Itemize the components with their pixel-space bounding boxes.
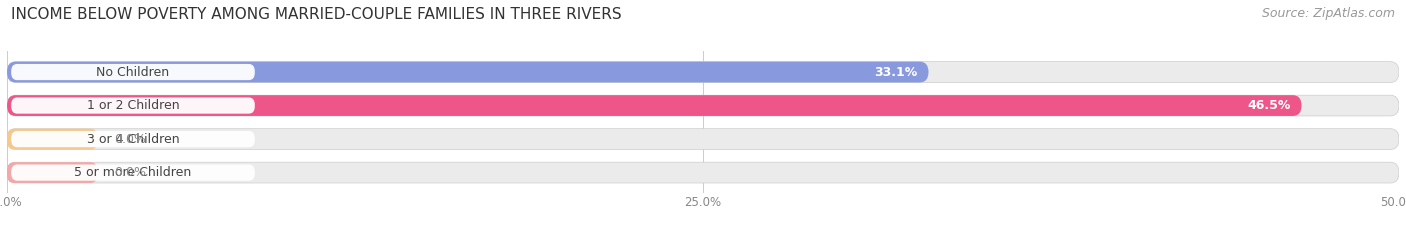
Text: 3 or 4 Children: 3 or 4 Children	[87, 133, 180, 146]
Text: 1 or 2 Children: 1 or 2 Children	[87, 99, 180, 112]
Text: No Children: No Children	[97, 65, 170, 79]
FancyBboxPatch shape	[7, 95, 1399, 116]
FancyBboxPatch shape	[7, 62, 1399, 82]
FancyBboxPatch shape	[11, 131, 254, 147]
Text: 46.5%: 46.5%	[1247, 99, 1291, 112]
Text: 5 or more Children: 5 or more Children	[75, 166, 191, 179]
Text: 33.1%: 33.1%	[875, 65, 917, 79]
Text: 0.0%: 0.0%	[114, 166, 146, 179]
FancyBboxPatch shape	[11, 64, 254, 80]
Text: 0.0%: 0.0%	[114, 133, 146, 146]
FancyBboxPatch shape	[11, 97, 254, 114]
FancyBboxPatch shape	[7, 129, 97, 150]
FancyBboxPatch shape	[7, 95, 1302, 116]
FancyBboxPatch shape	[7, 162, 97, 183]
FancyBboxPatch shape	[11, 164, 254, 181]
FancyBboxPatch shape	[7, 162, 1399, 183]
FancyBboxPatch shape	[7, 62, 928, 82]
Text: INCOME BELOW POVERTY AMONG MARRIED-COUPLE FAMILIES IN THREE RIVERS: INCOME BELOW POVERTY AMONG MARRIED-COUPL…	[11, 7, 621, 22]
FancyBboxPatch shape	[7, 129, 1399, 150]
Text: Source: ZipAtlas.com: Source: ZipAtlas.com	[1261, 7, 1395, 20]
